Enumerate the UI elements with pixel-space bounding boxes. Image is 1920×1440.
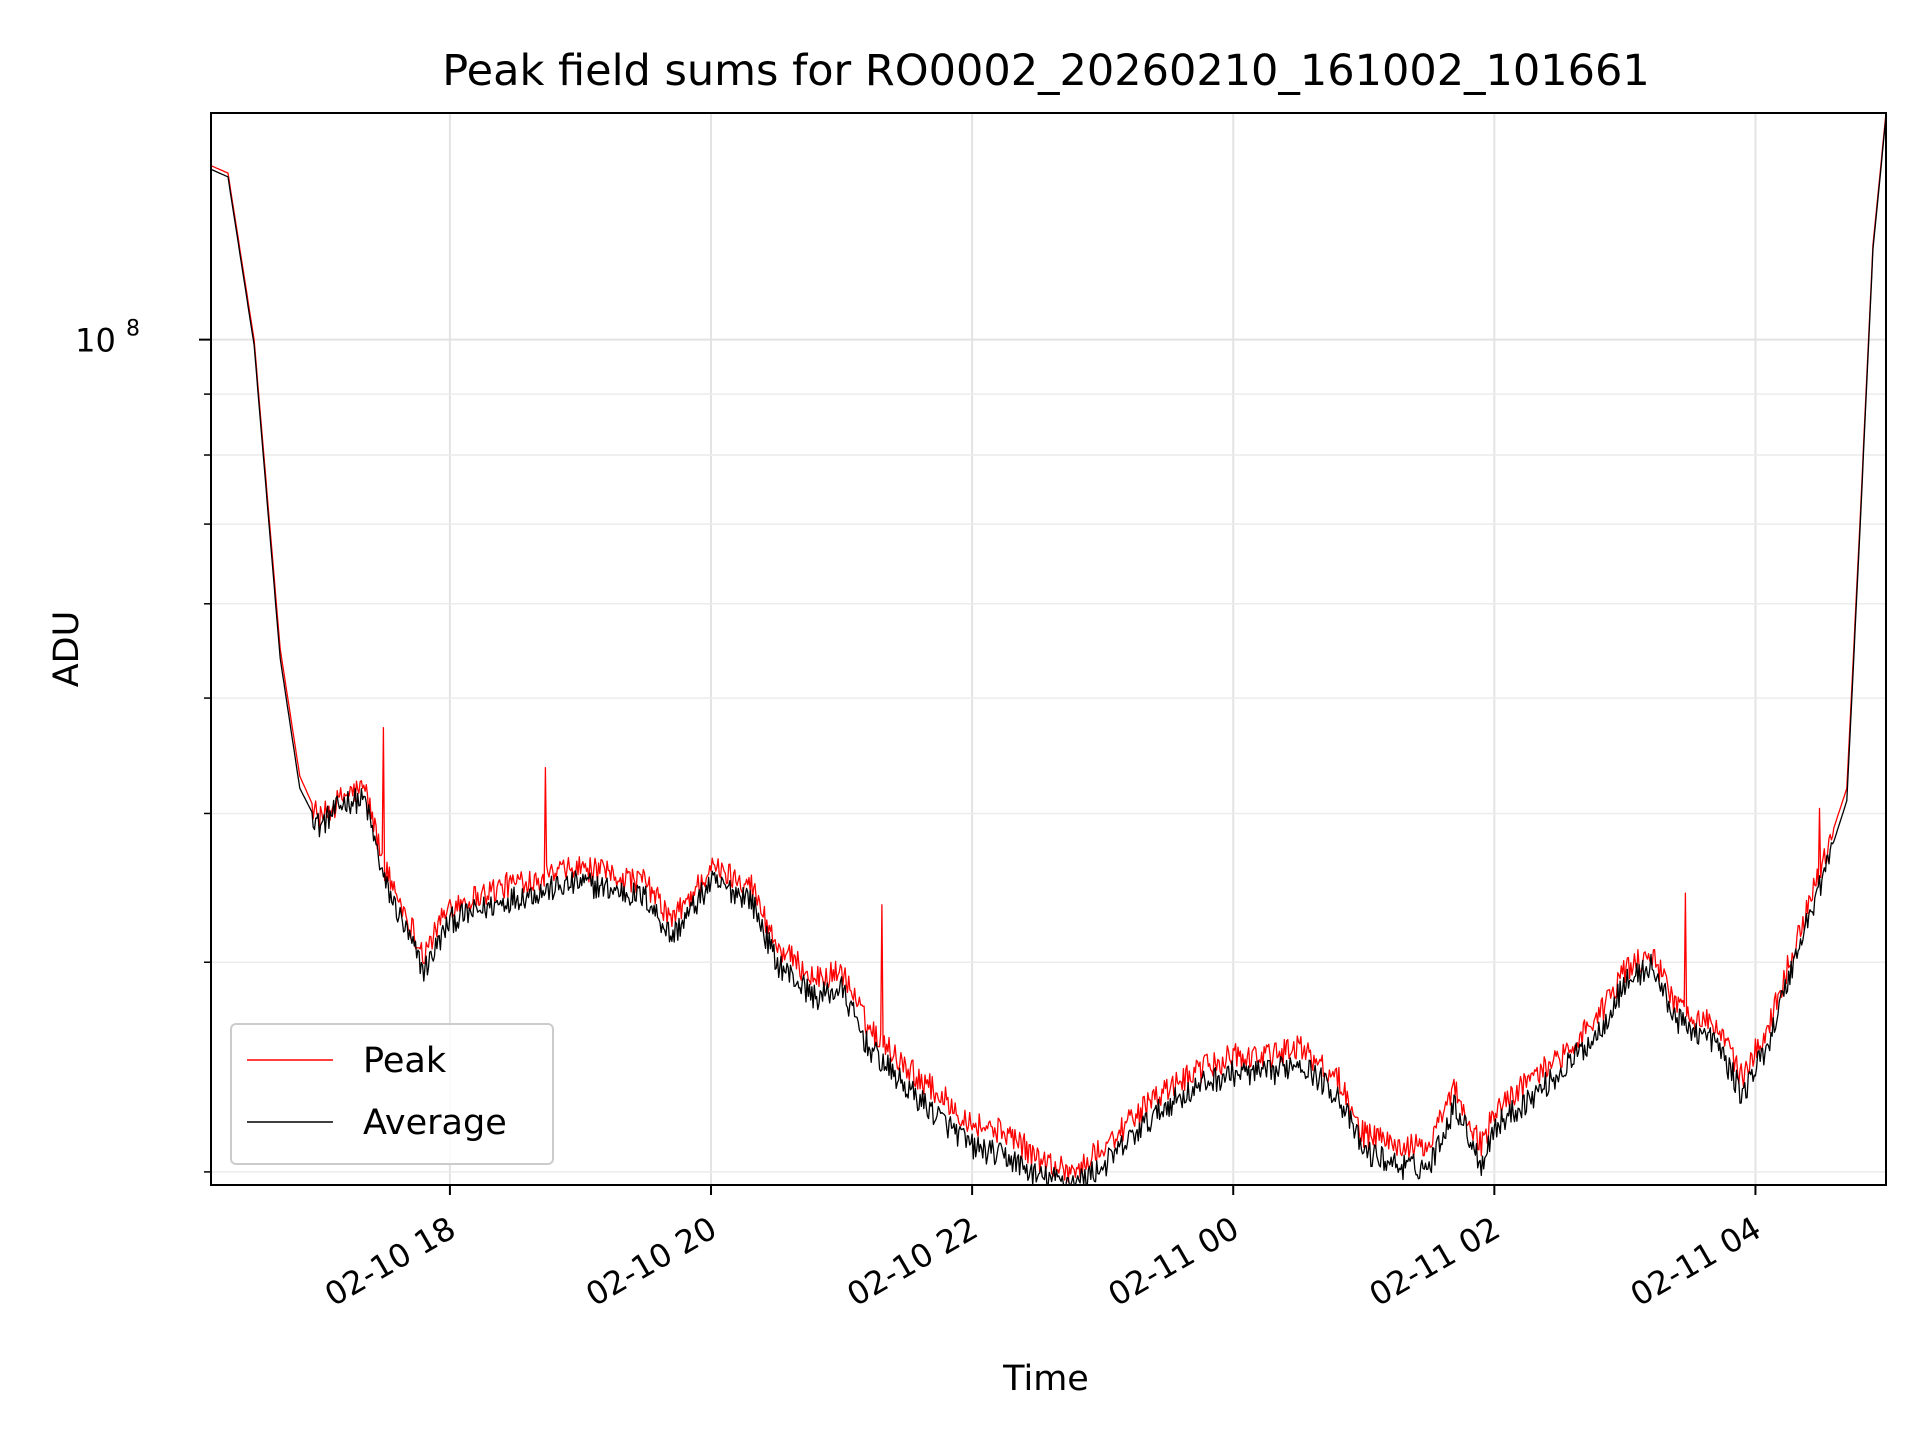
series-line-peak [210,112,1887,1183]
series-line-average [210,116,1887,1186]
legend-label-average: Average [363,1103,507,1143]
chart-title: Peak field sums for RO0002_20260210_1610… [442,46,1649,96]
grid-lines [211,113,1886,1185]
y-tick-label-base: 10 8 [75,317,140,360]
plot-lines [210,112,1887,1186]
y-major-tick-label: 10 8 [75,317,140,360]
legend-label-peak: Peak [363,1041,447,1081]
x-axis-label: Time [1002,1359,1089,1399]
legend: Peak Average [230,1023,554,1165]
y-axis-label: ADU [47,611,87,688]
legend-box [230,1023,554,1165]
y-axis-ticks [199,338,211,1173]
y-tick-label-base-text: 10 [75,322,116,360]
y-tick-label-exponent: 8 [126,317,140,342]
plot-frame [210,112,1887,1186]
